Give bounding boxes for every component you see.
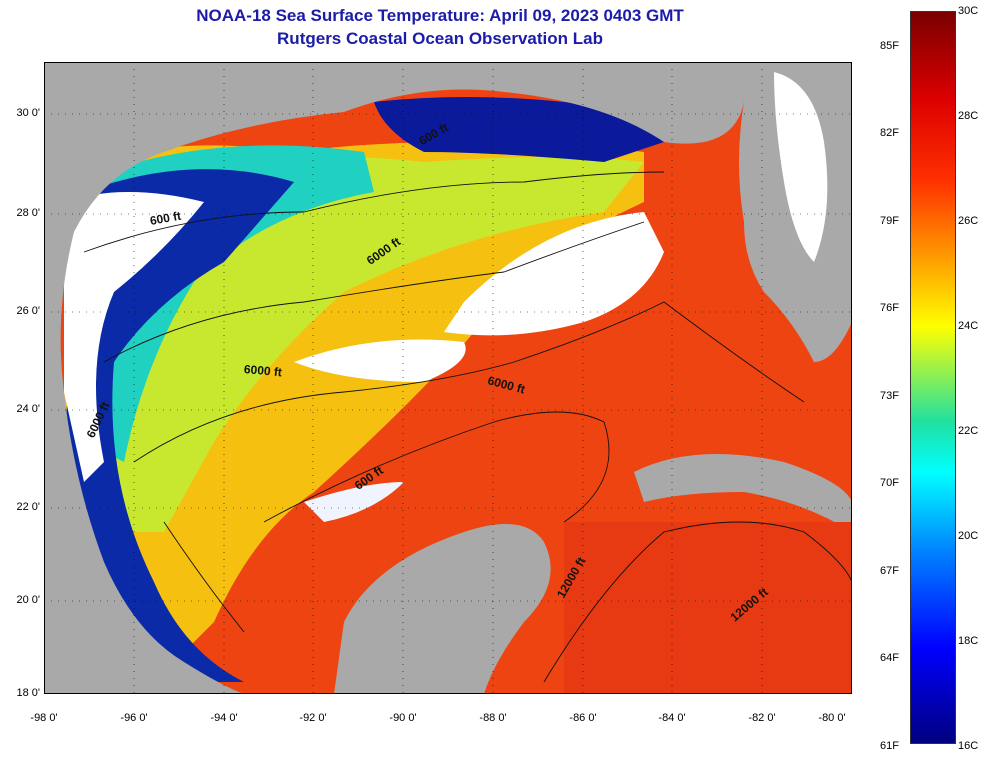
lon-label: -80 0'	[818, 712, 846, 724]
colorbar-f-label: 76F	[880, 302, 899, 314]
colorbar-f-label: 79F	[880, 215, 899, 227]
colorbar-f-label: 70F	[880, 477, 899, 489]
colorbar-f-label: 82F	[880, 127, 899, 139]
land-us-gulf-coast	[44, 62, 852, 694]
depth-contours	[83, 171, 852, 683]
sst-map	[44, 62, 852, 694]
colorbar-c-label: 24C	[958, 320, 979, 332]
ocean-cold-north	[374, 97, 664, 162]
colorbar-f-label: 85F	[880, 40, 899, 52]
lon-label: -98 0'	[30, 712, 58, 724]
colorbar-c-label: 26C	[958, 215, 979, 227]
colorbar-c-label: 22C	[958, 425, 979, 437]
lat-label: 24 0'	[16, 403, 40, 415]
colorbar-f-label: 67F	[880, 565, 899, 577]
colorbar-f-label: 64F	[880, 652, 899, 664]
land-yucatan	[334, 524, 551, 694]
lat-label: 20 0'	[16, 594, 40, 606]
lon-label: -96 0'	[120, 712, 148, 724]
lon-label: -82 0'	[748, 712, 776, 724]
lat-label: 22 0'	[16, 501, 40, 513]
lon-label: -90 0'	[389, 712, 417, 724]
lon-label: -94 0'	[210, 712, 238, 724]
ocean-cold-coastal	[64, 169, 294, 683]
land-cuba	[634, 454, 852, 532]
colorbar-c-label: 20C	[958, 530, 979, 542]
colorbar-f-label: 73F	[880, 390, 899, 402]
cloud-area-streak	[294, 339, 466, 382]
graticule	[44, 62, 852, 694]
ocean-caribbean	[564, 522, 852, 694]
cloud-area-south	[304, 482, 404, 522]
map-frame	[44, 62, 852, 694]
colorbar-c-label: 18C	[958, 635, 979, 647]
map-title: NOAA-18 Sea Surface Temperature: April 0…	[196, 6, 684, 25]
lon-label: -88 0'	[479, 712, 507, 724]
colorbar-f-label: 61F	[880, 740, 899, 752]
lon-label: -86 0'	[569, 712, 597, 724]
lon-label: -92 0'	[299, 712, 327, 724]
cloud-area-west	[64, 192, 204, 482]
colorbar-c-label: 16C	[958, 740, 979, 752]
lat-label: 30 0'	[16, 107, 40, 119]
lat-label: 18 0'	[16, 687, 40, 699]
lat-label: 28 0'	[16, 207, 40, 219]
temperature-colorbar	[910, 11, 956, 744]
colorbar-c-label: 30C	[958, 5, 979, 17]
lat-label: 26 0'	[16, 305, 40, 317]
map-subtitle: Rutgers Coastal Ocean Observation Lab	[277, 29, 603, 48]
colorbar-c-label: 28C	[958, 110, 979, 122]
lon-label: -84 0'	[658, 712, 686, 724]
cloud-area-center	[444, 212, 664, 336]
cloud-florida	[774, 72, 828, 262]
